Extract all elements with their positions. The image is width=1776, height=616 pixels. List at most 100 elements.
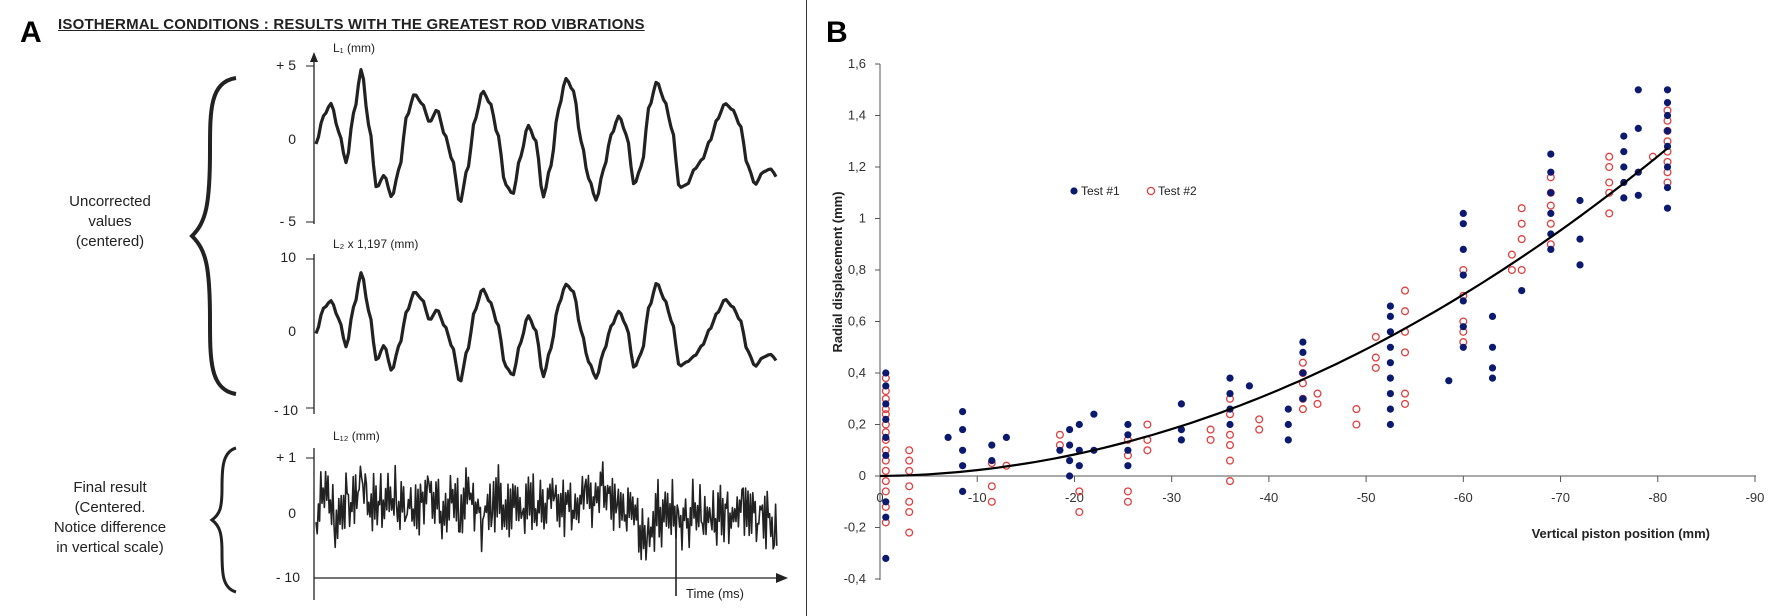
test1-point — [882, 513, 890, 521]
trace3-label: L₁₂ (mm) — [333, 429, 380, 443]
test2-point — [1400, 389, 1410, 398]
x-tick-label: -20 — [1065, 490, 1084, 505]
test1-point — [1124, 462, 1132, 470]
test1-point — [1663, 163, 1672, 171]
panel-a-title: ISOTHERMAL CONDITIONS : RESULTS WITH THE… — [58, 16, 645, 33]
final-label-line-1: Final result — [73, 479, 147, 496]
test1-point — [1124, 431, 1132, 439]
test2-point — [1075, 507, 1084, 517]
test2-point — [1605, 209, 1614, 218]
trace-l1-line — [314, 68, 778, 203]
panel-a-letter: A — [20, 16, 42, 49]
test2-point — [1605, 178, 1614, 187]
test2-point — [1225, 477, 1235, 486]
test1-point — [1177, 400, 1185, 408]
time-axis-label: Time (ms) — [686, 586, 744, 601]
trace2-tick-label-top: 10 — [280, 249, 296, 265]
test2-point — [1313, 389, 1322, 398]
test2-point — [905, 528, 914, 537]
test1-point — [1547, 168, 1555, 176]
test1-point — [1177, 436, 1185, 444]
test1-point — [1634, 86, 1642, 94]
test1-point — [1576, 261, 1584, 269]
test1-point — [1663, 86, 1672, 94]
test1-point — [959, 426, 967, 434]
test1-point — [1386, 405, 1394, 413]
test1-point — [1459, 271, 1467, 279]
trace2-tick-label-bottom: - 10 — [274, 402, 298, 418]
y-tick-label: 1,6 — [848, 56, 866, 71]
test2-point — [1517, 235, 1526, 244]
legend-marker-test1 — [1070, 187, 1078, 195]
test1-point — [1547, 150, 1555, 158]
trace1-label: L₁ (mm) — [333, 41, 375, 55]
test1-point — [1576, 196, 1584, 205]
test1-point — [959, 487, 967, 495]
test1-point — [882, 369, 890, 377]
test1-point — [1386, 328, 1394, 336]
test2-point — [1400, 399, 1410, 408]
test1-point — [882, 451, 890, 459]
y-tick-label: 0,6 — [848, 314, 866, 329]
test2-point — [881, 477, 890, 486]
test2-point — [987, 497, 996, 506]
test1-point — [1002, 433, 1011, 441]
test1-point — [1284, 436, 1292, 444]
x-tick-label: -30 — [1162, 490, 1181, 505]
y-tick-label: 0 — [859, 468, 866, 483]
test1-point — [1066, 441, 1074, 449]
test2-point — [1371, 353, 1380, 362]
test1-point — [1663, 99, 1672, 107]
test2-point — [1206, 425, 1215, 434]
test1-point — [1066, 457, 1074, 465]
test2-point — [1352, 420, 1361, 429]
test1-point — [1459, 209, 1467, 217]
uncorrected-label-line-3: (centered) — [76, 233, 144, 250]
test1-point — [1299, 369, 1307, 377]
trend-line — [879, 147, 1669, 478]
test1-point — [1663, 204, 1672, 212]
final-label-line-2: (Centered. — [75, 499, 146, 516]
trace3-tick-label-top: + 1 — [276, 449, 296, 465]
uncorrected-label-line-2: values — [88, 213, 131, 230]
test1-point — [988, 457, 996, 465]
brace-final — [209, 446, 237, 594]
legend: Test #1 Test #2 — [1070, 184, 1197, 198]
test2-point — [987, 482, 996, 491]
y-tick-label: 0,4 — [848, 365, 866, 380]
test2-point — [905, 456, 914, 465]
test1-point — [1620, 148, 1628, 156]
test2-point — [1206, 435, 1215, 444]
test1-point — [1284, 405, 1292, 413]
test1-point — [944, 433, 952, 441]
trace1-axis-arrow — [310, 52, 318, 62]
panel-b-letter: B — [826, 16, 848, 49]
test1-point — [1245, 382, 1253, 390]
test2-point — [905, 507, 914, 517]
y-tick-label: 0,8 — [848, 262, 866, 277]
test2-point — [1123, 497, 1132, 506]
trace2-label: L₂ x 1,197 (mm) — [333, 237, 418, 251]
x-tick-label: -70 — [1551, 490, 1570, 505]
test2-point — [1123, 487, 1132, 496]
test1-point — [1459, 343, 1467, 351]
test1-point — [882, 415, 890, 423]
test1-point — [1518, 287, 1526, 295]
test1-point — [988, 441, 996, 449]
y-tick-label: 0,2 — [848, 417, 866, 432]
test1-point — [1386, 312, 1394, 320]
test1-point — [1386, 390, 1394, 398]
test1-point — [1284, 420, 1292, 429]
test1-point — [1547, 245, 1555, 253]
test2-point — [1255, 415, 1264, 424]
test1-point — [1663, 184, 1672, 192]
test1-point — [882, 433, 890, 441]
test2-point — [1255, 425, 1264, 434]
test1-point — [1226, 420, 1234, 429]
test2-point — [1371, 332, 1380, 341]
test1-point — [1066, 426, 1074, 434]
trace-l12-line — [315, 461, 778, 561]
test1-point — [1386, 343, 1394, 351]
panel-a-oscillograms: Uncorrected values (centered) Final resu… — [54, 41, 788, 601]
x-tick-group: 0 -10 -20 -30 -40 -50 -60 -70 -80 -90 — [876, 476, 1764, 505]
